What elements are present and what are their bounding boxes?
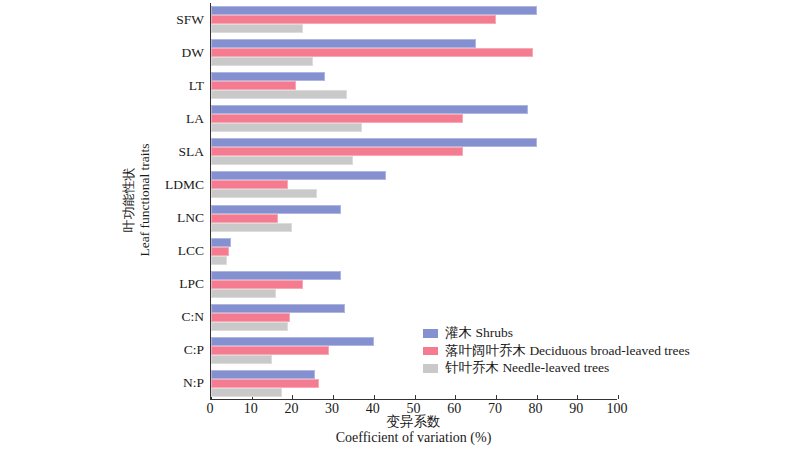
legend-item-shrubs: 灌木 Shrubs (423, 329, 690, 338)
x-tick-label-30: 30 (325, 401, 339, 416)
x-axis-title: 变异系数 Coefficient of variation (%) (210, 414, 617, 446)
bar-needle-leaved-trees-LT (211, 90, 347, 99)
y-axis-title: 叶功能性状 Leaf functional traits (112, 0, 162, 400)
bar-shrubs-CP (211, 337, 374, 346)
bar-needle-leaved-trees-SFW (211, 24, 303, 33)
x-tick-mark (537, 395, 538, 399)
bar-deciduous-broad-leaved-trees-LA (211, 114, 463, 123)
bar-shrubs-CN (211, 304, 345, 313)
y-category-label-SFW: SFW (176, 13, 204, 27)
y-axis-title-en: Leaf functional traits (137, 143, 153, 256)
legend-swatch-shrubs (423, 329, 438, 338)
bar-deciduous-broad-leaved-trees-LT (211, 81, 296, 90)
x-axis-title-en: Coefficient of variation (%) (210, 430, 617, 446)
bar-needle-leaved-trees-CP (211, 355, 272, 364)
bar-deciduous-broad-leaved-trees-LPC (211, 280, 303, 289)
x-tick-label-60: 60 (447, 401, 461, 416)
bar-shrubs-NP (211, 370, 315, 379)
y-category-label-DW: DW (182, 46, 205, 60)
legend-item-needle-leaved-trees: 针叶乔木 Needle-leaved trees (423, 364, 690, 373)
x-tick-label-0: 0 (207, 401, 214, 416)
legend-label-shrubs: 灌木 Shrubs (445, 326, 513, 340)
bar-shrubs-SFW (211, 6, 537, 15)
bar-needle-leaved-trees-LA (211, 123, 362, 132)
bar-shrubs-LNC (211, 205, 341, 214)
bar-shrubs-LPC (211, 271, 341, 280)
x-tick-mark (292, 395, 293, 399)
y-category-label-LDMC: LDMC (165, 178, 204, 192)
bar-needle-leaved-trees-LDMC (211, 189, 317, 198)
x-tick-mark (618, 395, 619, 399)
bar-deciduous-broad-leaved-trees-LNC (211, 214, 278, 223)
y-category-label-LT: LT (189, 79, 204, 93)
legend: 灌木 Shrubs 落叶阔叶乔木 Deciduous broad-leaved t… (423, 329, 690, 373)
x-tick-mark (496, 395, 497, 399)
bar-shrubs-LCC (211, 238, 231, 247)
x-tick-mark (455, 395, 456, 399)
y-category-label-SLA: SLA (178, 145, 204, 159)
bar-needle-leaved-trees-LPC (211, 289, 276, 298)
bar-shrubs-LT (211, 72, 325, 81)
bar-needle-leaved-trees-DW (211, 57, 313, 66)
x-tick-label-90: 90 (569, 401, 583, 416)
x-tick-mark (415, 395, 416, 399)
bar-needle-leaved-trees-SLA (211, 156, 353, 165)
y-category-label-LNC: LNC (177, 211, 204, 225)
x-tick-label-100: 100 (607, 401, 628, 416)
bar-deciduous-broad-leaved-trees-CN (211, 313, 290, 322)
bar-deciduous-broad-leaved-trees-LDMC (211, 180, 288, 189)
bar-shrubs-LA (211, 105, 528, 114)
legend-item-deciduous-broad-leaved-trees: 落叶阔叶乔木 Deciduous broad-leaved trees (423, 347, 690, 356)
x-tick-label-80: 80 (529, 401, 543, 416)
y-category-label-LPC: LPC (179, 277, 204, 291)
y-category-label-LCC: LCC (178, 244, 204, 258)
x-tick-label-20: 20 (284, 401, 298, 416)
x-axis-title-zh: 变异系数 (210, 414, 617, 430)
bar-deciduous-broad-leaved-trees-NP (211, 379, 319, 388)
bar-deciduous-broad-leaved-trees-SLA (211, 147, 463, 156)
bar-shrubs-DW (211, 39, 476, 48)
legend-label-needle-leaved-trees: 针叶乔木 Needle-leaved trees (445, 361, 609, 375)
y-axis-title-zh: 叶功能性状 (121, 143, 137, 256)
y-category-label-LA: LA (186, 112, 204, 126)
legend-swatch-deciduous-broad-leaved-trees (423, 347, 438, 356)
bar-deciduous-broad-leaved-trees-LCC (211, 247, 229, 256)
y-category-label-NP: N:P (183, 376, 204, 390)
x-tick-mark (333, 395, 334, 399)
y-category-label-CN: C:N (181, 310, 204, 324)
bar-needle-leaved-trees-LCC (211, 256, 227, 265)
bar-deciduous-broad-leaved-trees-SFW (211, 15, 496, 24)
bar-needle-leaved-trees-CN (211, 322, 288, 331)
legend-swatch-needle-leaved-trees (423, 364, 438, 373)
x-tick-label-50: 50 (407, 401, 421, 416)
legend-label-deciduous-broad-leaved-trees: 落叶阔叶乔木 Deciduous broad-leaved trees (445, 344, 690, 358)
x-tick-label-70: 70 (488, 401, 502, 416)
x-tick-mark (577, 395, 578, 399)
bar-deciduous-broad-leaved-trees-DW (211, 48, 533, 57)
figure: 叶功能性状 Leaf functional traits SFW DW LT LA SL… (0, 0, 800, 449)
bar-shrubs-LDMC (211, 171, 386, 180)
x-tick-label-10: 10 (244, 401, 258, 416)
x-tick-mark (374, 395, 375, 399)
bar-deciduous-broad-leaved-trees-CP (211, 346, 329, 355)
y-category-label-CP: C:P (184, 343, 204, 357)
bar-shrubs-SLA (211, 138, 537, 147)
x-tick-label-40: 40 (366, 401, 380, 416)
bar-needle-leaved-trees-NP (211, 388, 282, 397)
bar-needle-leaved-trees-LNC (211, 223, 292, 232)
